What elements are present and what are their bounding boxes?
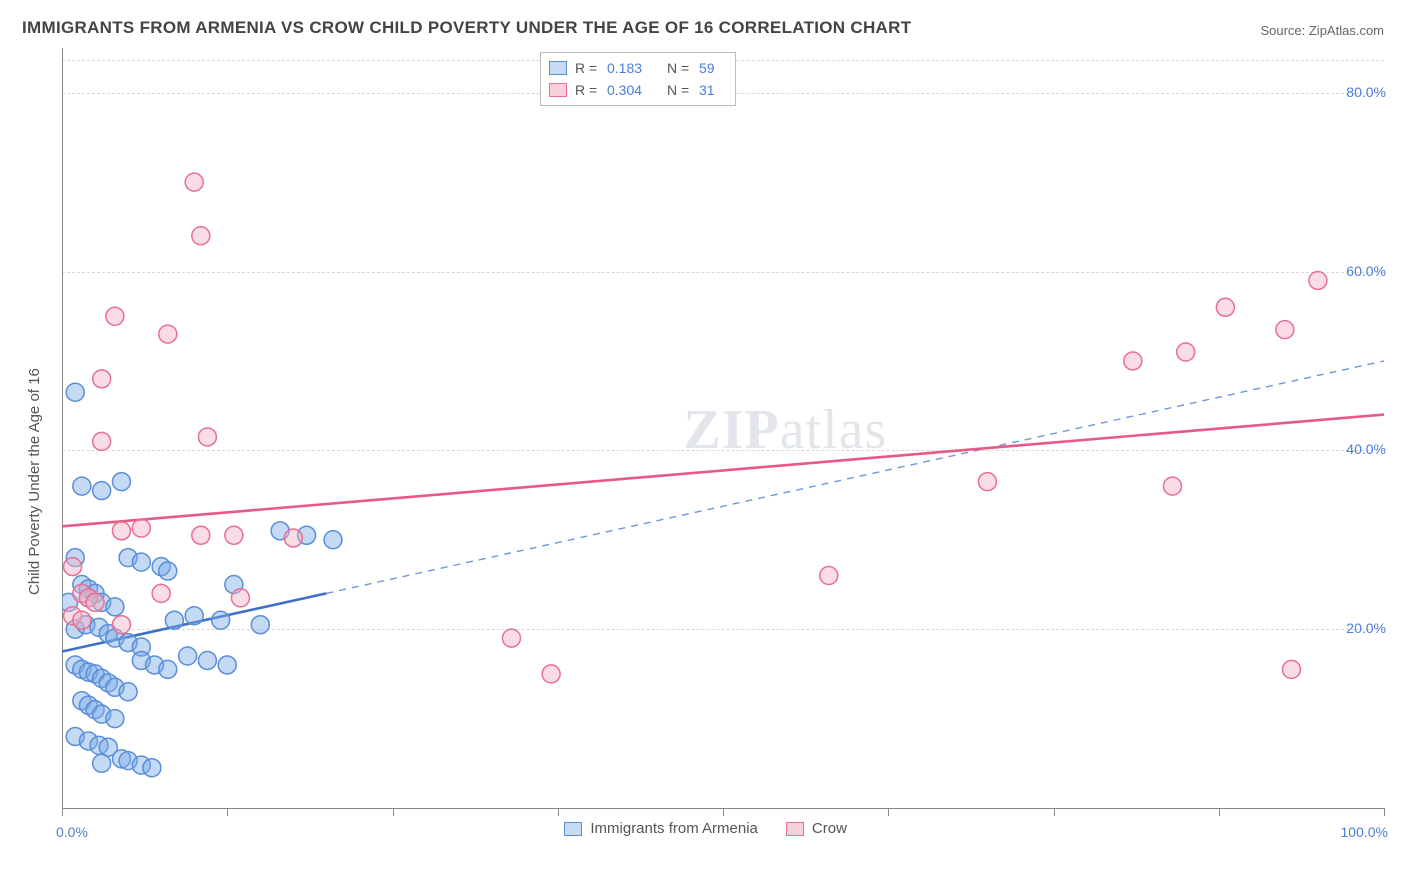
- data-point: [64, 558, 82, 576]
- data-point: [212, 611, 230, 629]
- data-point: [66, 383, 84, 401]
- data-point: [106, 307, 124, 325]
- n-label: N =: [667, 60, 691, 76]
- stats-legend-row: R = 0.183 N = 59: [549, 57, 727, 79]
- data-point: [978, 473, 996, 491]
- data-point: [112, 522, 130, 540]
- chart-source: Source: ZipAtlas.com: [1260, 23, 1384, 38]
- plot-svg: [62, 48, 1384, 808]
- data-point: [73, 477, 91, 495]
- data-point: [132, 553, 150, 571]
- data-point: [132, 519, 150, 537]
- x-tick-label: 100.0%: [1341, 824, 1388, 840]
- data-point: [185, 607, 203, 625]
- legend-swatch: [549, 61, 567, 75]
- stats-legend: R = 0.183 N = 59 R = 0.304 N = 31: [540, 52, 736, 106]
- data-point: [159, 660, 177, 678]
- data-point: [1177, 343, 1195, 361]
- data-point: [165, 611, 183, 629]
- legend-label: Crow: [812, 820, 847, 837]
- series-legend: Immigrants from Armenia Crow: [564, 820, 847, 837]
- data-point: [93, 370, 111, 388]
- data-point: [119, 683, 137, 701]
- chart-header: IMMIGRANTS FROM ARMENIA VS CROW CHILD PO…: [22, 18, 1384, 38]
- x-tick: [227, 808, 228, 816]
- data-point: [1309, 271, 1327, 289]
- data-point: [106, 710, 124, 728]
- data-point: [179, 647, 197, 665]
- data-point: [284, 529, 302, 547]
- data-point: [152, 584, 170, 602]
- data-point: [143, 759, 161, 777]
- x-tick: [1054, 808, 1055, 816]
- n-label: N =: [667, 82, 691, 98]
- stats-legend-row: R = 0.304 N = 31: [549, 79, 727, 101]
- data-point: [73, 611, 91, 629]
- data-point: [1282, 660, 1300, 678]
- data-point: [820, 567, 838, 585]
- data-point: [93, 432, 111, 450]
- data-point: [1276, 321, 1294, 339]
- x-tick: [888, 808, 889, 816]
- legend-swatch: [786, 822, 804, 836]
- data-point: [86, 593, 104, 611]
- scatter-plot: 0.0%100.0%20.0%40.0%60.0%80.0%ZIPatlasR …: [62, 48, 1384, 808]
- chart-title: IMMIGRANTS FROM ARMENIA VS CROW CHILD PO…: [22, 18, 911, 38]
- legend-item: Crow: [786, 820, 847, 837]
- r-value: 0.183: [607, 60, 659, 76]
- x-tick: [1219, 808, 1220, 816]
- data-point: [502, 629, 520, 647]
- data-point: [198, 428, 216, 446]
- data-point: [106, 598, 124, 616]
- x-tick: [723, 808, 724, 816]
- data-point: [225, 526, 243, 544]
- x-tick: [558, 808, 559, 816]
- data-point: [192, 227, 210, 245]
- y-axis-title: Child Poverty Under the Age of 16: [26, 368, 43, 595]
- data-point: [1124, 352, 1142, 370]
- x-tick-label: 0.0%: [56, 824, 88, 840]
- data-point: [185, 173, 203, 191]
- x-tick: [393, 808, 394, 816]
- data-point: [1216, 298, 1234, 316]
- data-point: [231, 589, 249, 607]
- legend-swatch: [549, 83, 567, 97]
- legend-swatch: [564, 822, 582, 836]
- r-label: R =: [575, 60, 599, 76]
- data-point: [542, 665, 560, 683]
- data-point: [218, 656, 236, 674]
- trend-line: [326, 361, 1384, 593]
- r-label: R =: [575, 82, 599, 98]
- n-value: 59: [699, 60, 727, 76]
- data-point: [192, 526, 210, 544]
- data-point: [93, 482, 111, 500]
- x-tick: [62, 808, 63, 816]
- data-point: [198, 651, 216, 669]
- data-point: [112, 616, 130, 634]
- trend-line: [62, 415, 1384, 527]
- data-point: [159, 562, 177, 580]
- data-point: [159, 325, 177, 343]
- r-value: 0.304: [607, 82, 659, 98]
- data-point: [324, 531, 342, 549]
- data-point: [112, 473, 130, 491]
- x-tick: [1384, 808, 1385, 816]
- data-point: [251, 616, 269, 634]
- data-point: [93, 754, 111, 772]
- legend-item: Immigrants from Armenia: [564, 820, 758, 837]
- n-value: 31: [699, 82, 727, 98]
- data-point: [1163, 477, 1181, 495]
- legend-label: Immigrants from Armenia: [590, 820, 758, 837]
